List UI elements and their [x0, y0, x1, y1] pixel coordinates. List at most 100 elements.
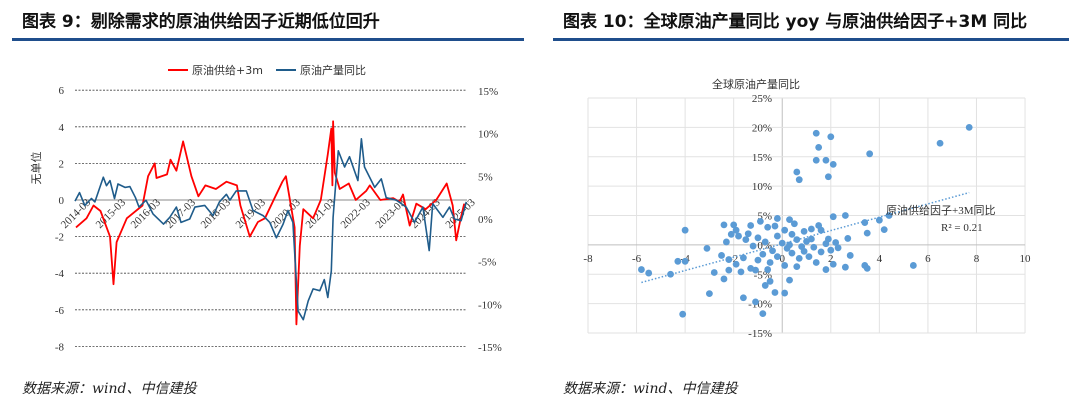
scatter-point — [752, 298, 759, 306]
left-line-chart: 6420-2-4-6-815%10%5%0%-5%-10%-15%2014-03… — [29, 63, 502, 354]
left-y-tick-label: 6 — [59, 85, 65, 97]
left-source-note: 数据来源：wind、中信建投 — [22, 381, 198, 397]
y-tick-label: 15% — [752, 152, 772, 164]
y-tick-label: -10% — [748, 299, 772, 311]
x-tick-label: 2019-03 — [234, 196, 269, 231]
x-tick-label: 8 — [974, 253, 980, 265]
scatter-point — [827, 246, 835, 254]
scatter-point — [824, 173, 832, 181]
left-header-rule — [12, 38, 524, 41]
scatter-point — [681, 257, 689, 265]
scatter-point — [827, 133, 835, 141]
y-tick-label: 20% — [752, 122, 772, 134]
scatter-point — [752, 266, 759, 274]
scatter-point — [793, 236, 801, 243]
legend-label: 原油供给+3m — [192, 63, 263, 77]
x-tick-label: 2022-03 — [338, 196, 373, 231]
right-header-rule — [553, 38, 1069, 41]
scatter-point — [732, 226, 740, 234]
scatter-point — [861, 219, 869, 226]
scatter-point — [773, 232, 781, 240]
scatter-point — [965, 123, 973, 131]
x-tick-label: 6 — [925, 253, 931, 265]
right-y-tick-label: 0% — [478, 214, 493, 226]
scatter-point — [737, 268, 745, 276]
scatter-point — [788, 230, 796, 238]
x-tick-label: 4 — [877, 253, 883, 265]
right-y-tick-label: -15% — [478, 342, 502, 354]
left-y-tick-label: 4 — [59, 122, 65, 134]
x-tick-label: 2 — [828, 253, 834, 265]
scatter-point — [718, 252, 725, 259]
scatter-point — [909, 262, 917, 269]
scatter-point — [679, 310, 687, 318]
scatter-point — [822, 240, 830, 248]
y-tick-label: 10% — [752, 181, 772, 193]
scatter-point — [754, 234, 762, 242]
scatter-point — [815, 143, 823, 151]
left-panel-title: 图表 9：剔除需求的原油供给因子近期低位回升 — [22, 11, 380, 32]
scatter-point — [781, 289, 789, 297]
r-squared-label: R² = 0.21 — [941, 222, 983, 234]
trendline-label: 原油供给因子+3M同比 — [886, 203, 995, 217]
scatter-point — [793, 263, 801, 271]
scatter-point — [759, 310, 767, 318]
scatter-point — [761, 282, 769, 289]
scatter-point — [720, 275, 728, 283]
scatter-point — [846, 252, 854, 259]
scatter-point — [732, 260, 740, 268]
scatter-point — [722, 238, 730, 246]
x-tick-label: 2025-03 — [443, 196, 478, 231]
right-y-tick-label: 5% — [478, 171, 493, 183]
scatter-point — [766, 259, 774, 266]
scatter-point — [739, 294, 747, 302]
scatter-point — [739, 254, 747, 262]
right-scatter-chart: 25%20%15%10%5%0%-5%-10%-15%-8-6-4-202468… — [583, 77, 1031, 340]
scatter-point — [764, 266, 772, 273]
scatter-point — [812, 259, 820, 266]
scatter-point — [803, 237, 810, 245]
left-y-tick-label: 2 — [59, 158, 65, 170]
scatter-point — [756, 217, 764, 225]
scatter-point — [844, 235, 852, 242]
scatter-point — [771, 289, 779, 296]
scatter-point — [812, 129, 820, 137]
scatter-point — [822, 156, 830, 164]
scatter-point — [800, 227, 808, 235]
scatter-point — [800, 247, 808, 255]
y-axis-label: 无单位 — [29, 152, 43, 185]
series-line-production — [74, 138, 468, 321]
scatter-point — [817, 226, 825, 234]
scatter-point — [730, 221, 738, 229]
scatter-point — [744, 230, 752, 238]
scatter-point — [810, 243, 818, 251]
scatter-point — [735, 232, 742, 240]
x-tick-label: 2018-03 — [199, 196, 234, 231]
right-y-tick-label: 15% — [478, 86, 498, 98]
y-tick-label: 25% — [752, 93, 772, 105]
scatter-point — [764, 223, 772, 231]
scatter-point — [771, 222, 779, 230]
scatter-point — [822, 266, 830, 273]
left-y-tick-label: -8 — [55, 341, 65, 353]
scatter-point — [834, 244, 842, 252]
x-tick-label: -2 — [729, 253, 738, 265]
scatter-point — [832, 239, 840, 246]
x-tick-label: 0 — [779, 253, 785, 265]
scatter-point — [790, 220, 798, 228]
scatter-point — [786, 276, 793, 284]
scatter-point — [720, 221, 728, 229]
scatter-point — [727, 230, 735, 238]
scatter-point — [793, 168, 801, 176]
scatter-point — [773, 215, 781, 222]
scatter-point — [866, 150, 874, 158]
right-y-tick-label: -5% — [478, 257, 496, 269]
scatter-point — [725, 256, 733, 263]
left-y-tick-label: -2 — [55, 232, 64, 244]
scatter-point — [674, 257, 682, 265]
series-line-supply — [75, 120, 466, 326]
scatter-point — [805, 253, 813, 261]
right-y-tick-label: -10% — [478, 299, 502, 311]
scatter-point — [761, 238, 769, 246]
